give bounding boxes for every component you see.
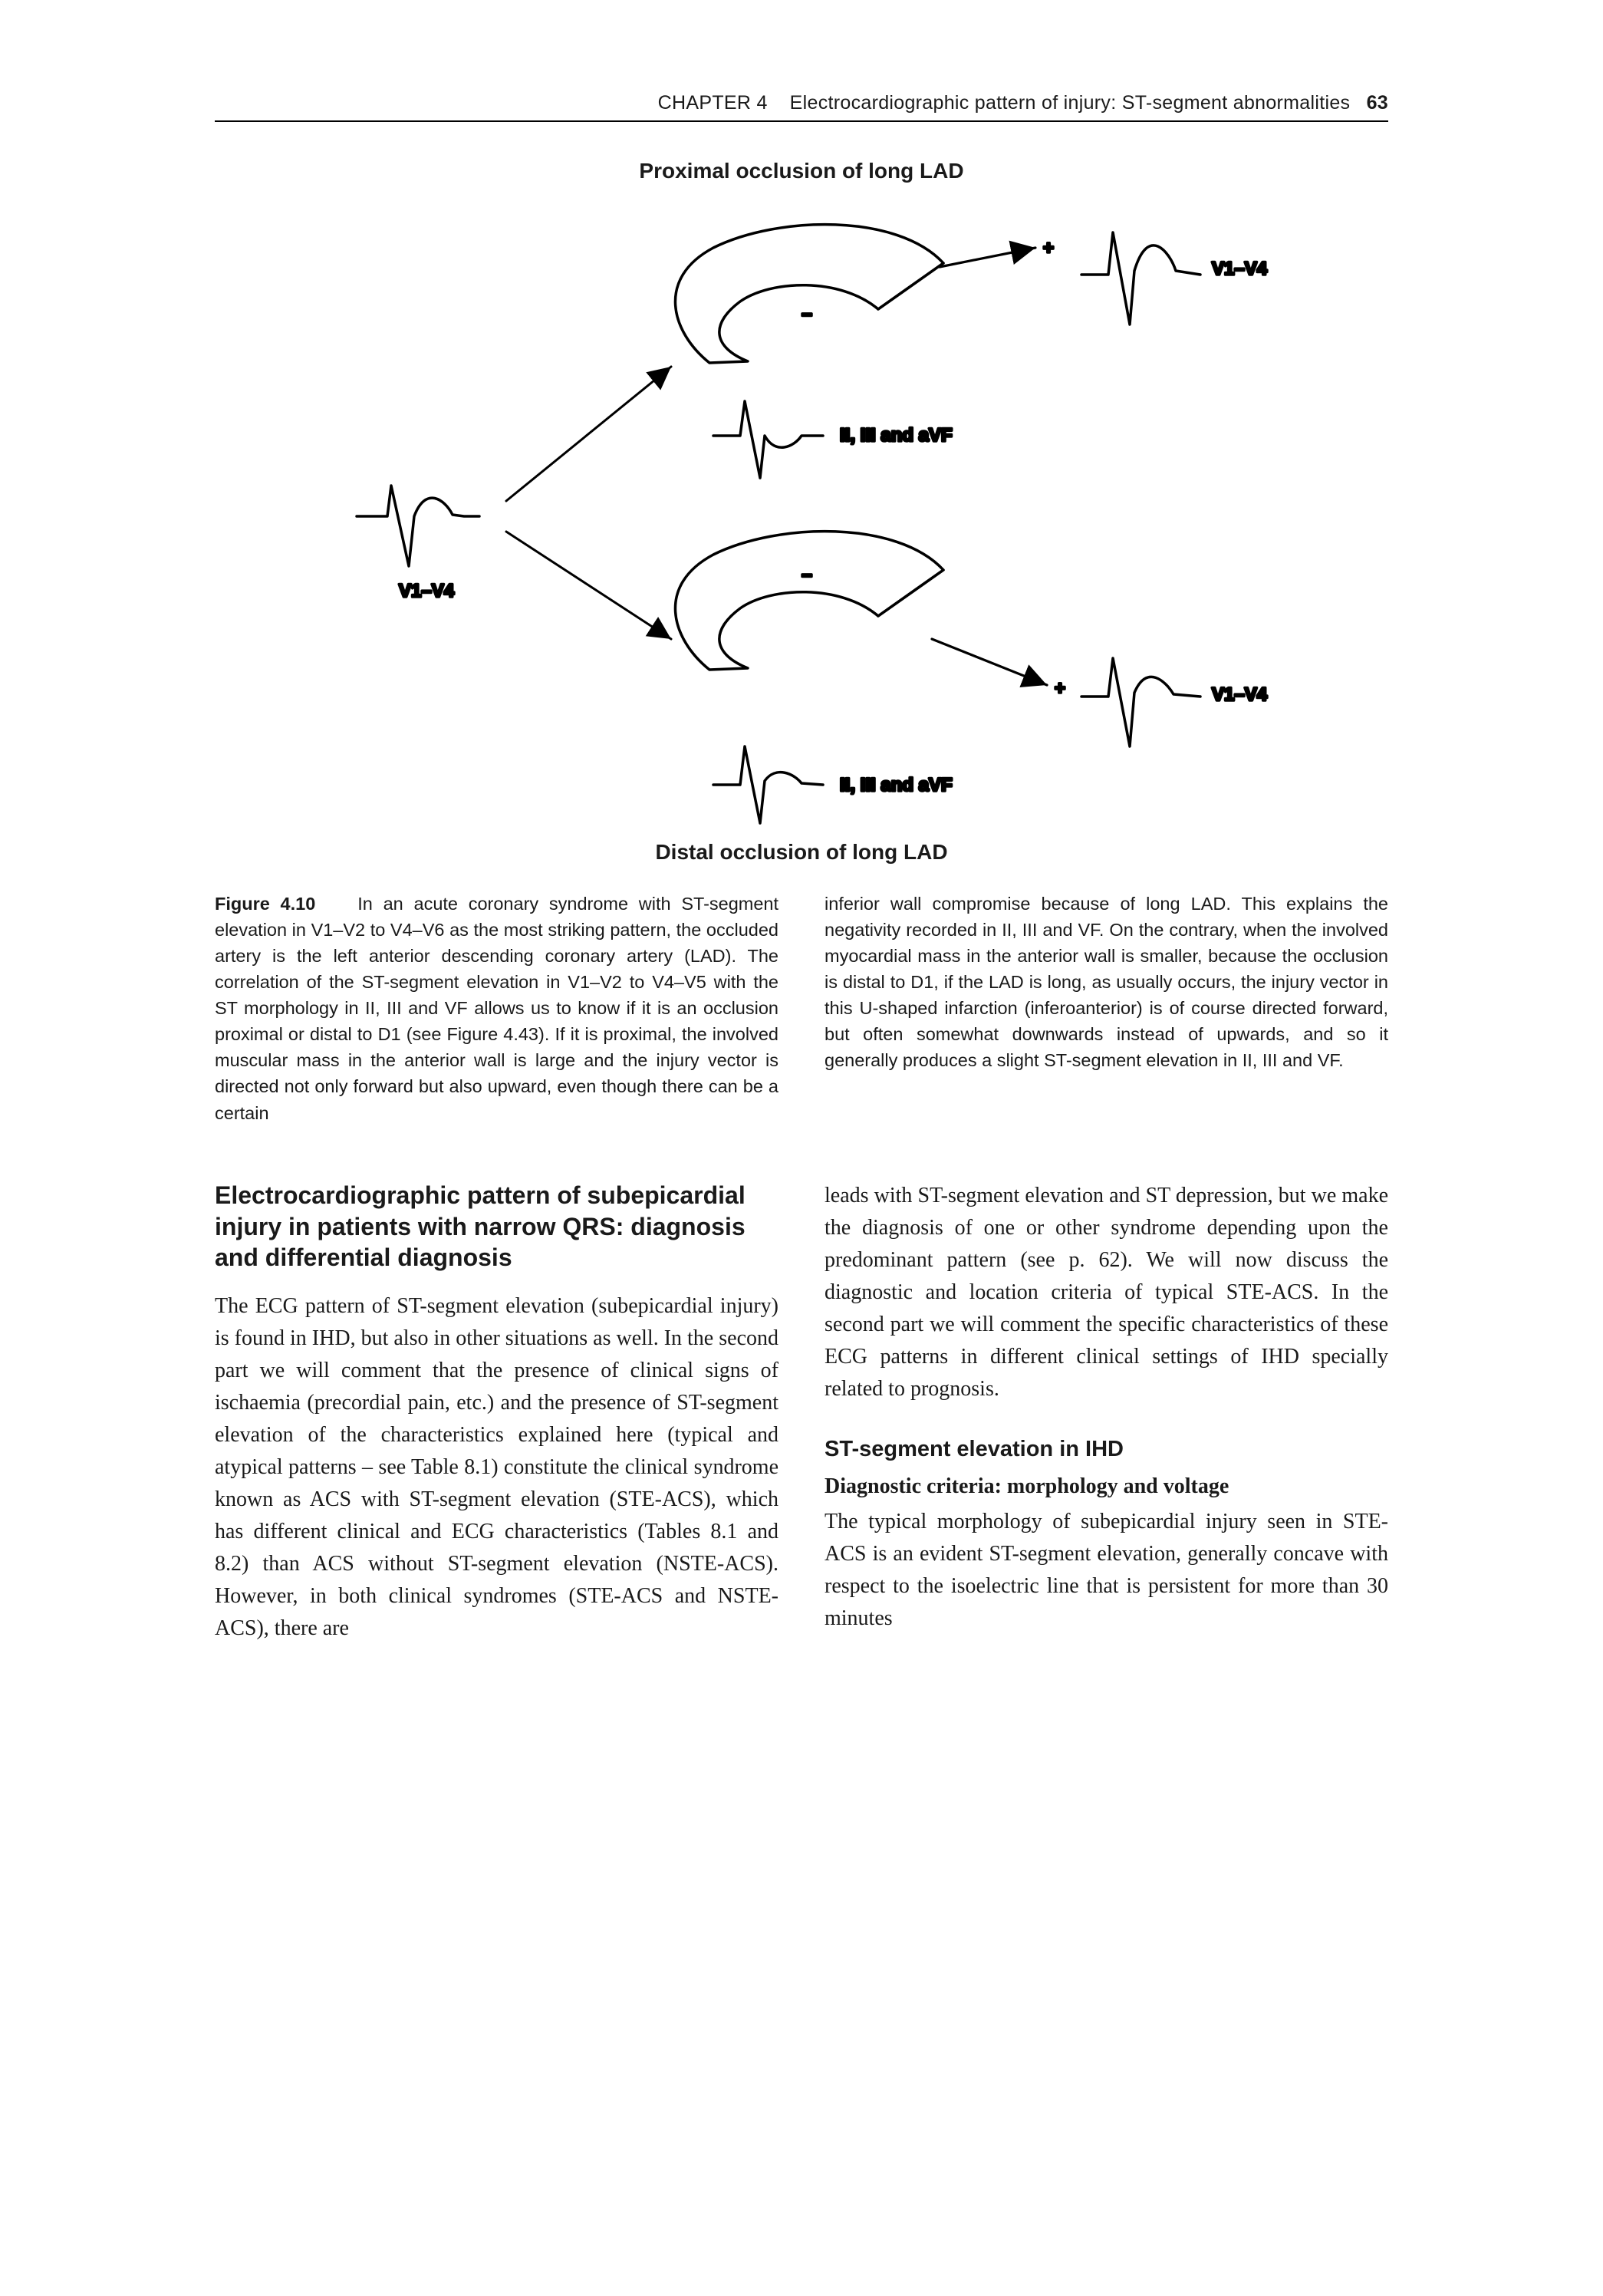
fig-minus-bottom: − xyxy=(802,565,812,586)
page-number: 63 xyxy=(1367,92,1388,114)
body-left-para: The ECG pattern of ST-segment elevation … xyxy=(215,1290,778,1645)
fig-label-top-mid: II, III and aVF xyxy=(840,425,953,446)
chapter-label: CHAPTER 4 xyxy=(658,92,768,114)
figure-caption: Figure 4.10 In an acute coronary syndrom… xyxy=(215,891,1388,1126)
body-left-column: Electrocardiographic pattern of subepica… xyxy=(215,1180,778,1645)
caption-left-text: In an acute coronary syndrome with ST-se… xyxy=(215,894,778,1123)
body-right-column: leads with ST-segment elevation and ST d… xyxy=(825,1180,1388,1645)
body-text: Electrocardiographic pattern of subepica… xyxy=(215,1180,1388,1645)
fig-minus-top: − xyxy=(802,305,812,325)
body-right-para2: The typical morphology of subepicardial … xyxy=(825,1506,1388,1635)
fig-label-bottom-right: V1–V4 xyxy=(1212,684,1268,705)
caption-right-text: inferior wall compromise because of long… xyxy=(825,894,1388,1070)
running-header: CHAPTER 4 Electrocardiographic pattern o… xyxy=(215,92,1388,122)
subsubsection-heading: Diagnostic criteria: morphology and volt… xyxy=(825,1471,1388,1503)
figure-title-top: Proximal occlusion of long LAD xyxy=(215,159,1388,183)
fig-label-top-right: V1–V4 xyxy=(1212,259,1268,279)
body-right-para1: leads with ST-segment elevation and ST d… xyxy=(825,1180,1388,1405)
figure-svg: V1–V4 + − V1–V4 II, III and aVF xyxy=(311,194,1292,831)
fig-label-left: V1–V4 xyxy=(399,581,455,601)
subsection-heading: ST-segment elevation in IHD xyxy=(825,1433,1388,1467)
figure-title-bottom: Distal occlusion of long LAD xyxy=(215,840,1388,865)
fig-plus-top: + xyxy=(1043,238,1054,259)
fig-plus-bottom: + xyxy=(1055,678,1065,699)
fig-label-bottom-mid: II, III and aVF xyxy=(840,775,953,796)
caption-left: Figure 4.10 In an acute coronary syndrom… xyxy=(215,891,778,1126)
section-heading: Electrocardiographic pattern of subepica… xyxy=(215,1180,778,1274)
figure-number: Figure 4.10 xyxy=(215,894,315,914)
figure-4-10: Proximal occlusion of long LAD V1–V4 + − xyxy=(215,159,1388,865)
caption-right: inferior wall compromise because of long… xyxy=(825,891,1388,1126)
chapter-title: Electrocardiographic pattern of injury: … xyxy=(790,92,1351,114)
